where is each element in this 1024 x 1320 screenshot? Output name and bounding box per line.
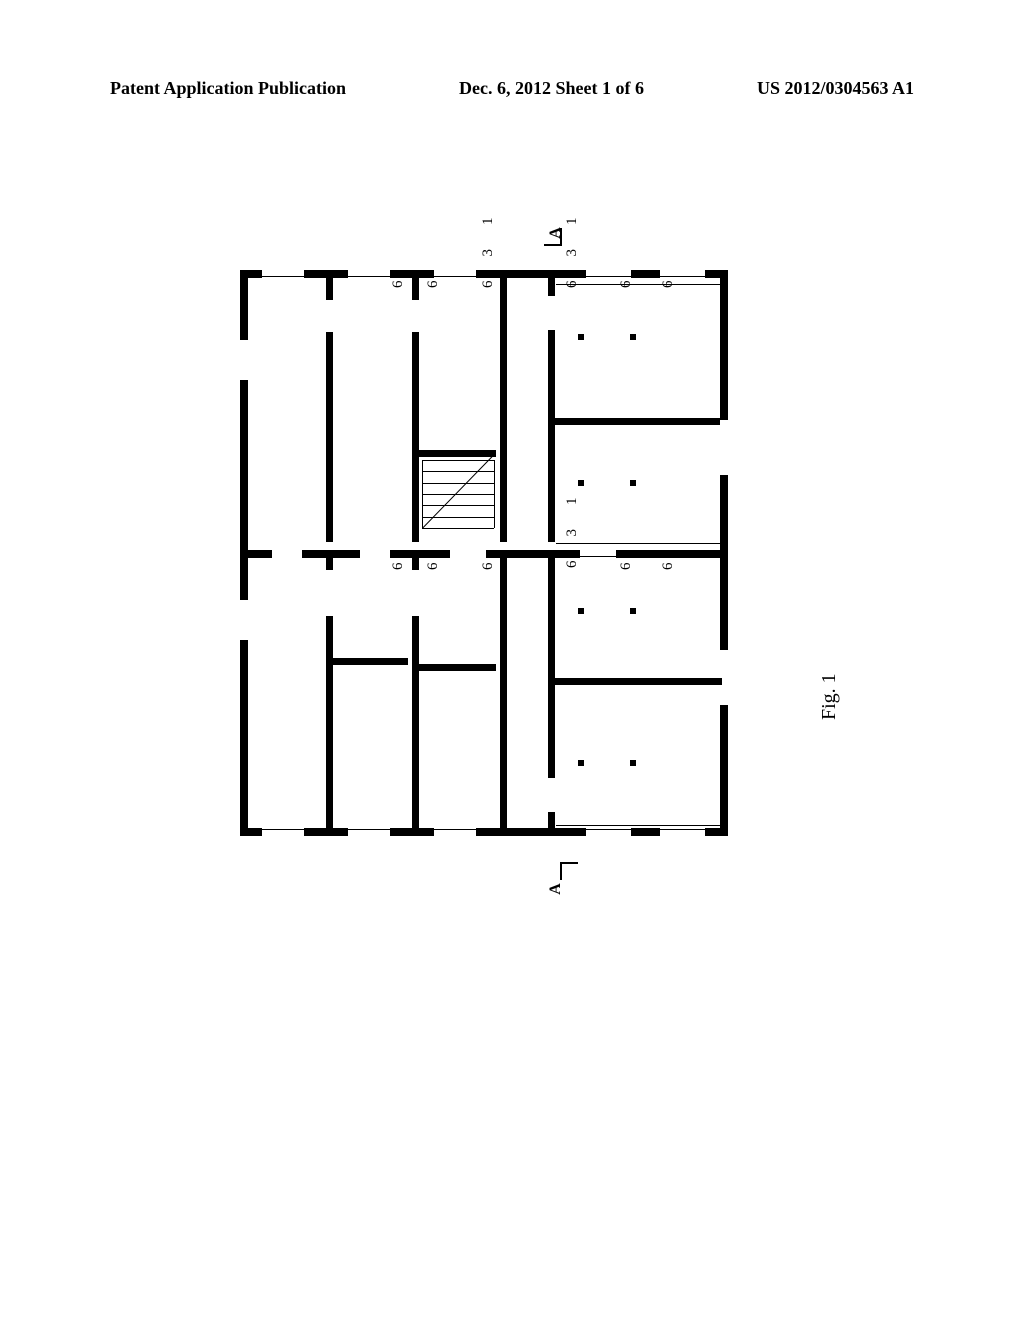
reference-callout: 6 [425,257,442,289]
reference-number: 6 [390,563,407,571]
reference-number: 1 [480,218,497,226]
reference-number: 6 [390,281,407,289]
figure-stage: A A 631631631666666666 Fig. 1 [0,0,1024,1320]
reference-number: 6 [425,281,442,289]
reference-callout: 6 [660,539,677,571]
reference-number: 3 [564,249,581,257]
reference-number: 6 [564,561,581,569]
reference-number: 6 [618,563,635,571]
reference-number: 6 [564,281,581,289]
reference-number: 6 [480,281,497,289]
reference-number: 6 [480,563,497,571]
page: Patent Application Publication Dec. 6, 2… [0,0,1024,1320]
reference-number: 1 [564,498,581,506]
reference-number: 3 [564,529,581,537]
reference-callout: 6 [425,539,442,571]
reference-number: 3 [480,249,497,257]
reference-number: 6 [425,563,442,571]
reference-callout: 6 [618,539,635,571]
reference-number: 6 [660,281,677,289]
reference-callout: 6 3 1 [480,194,497,289]
callouts: 6 3 1 6 3 1 6 3 1 6 6 6 6 6 6 6 6 6 [0,0,1024,1320]
reference-callout: 6 [390,539,407,571]
reference-number: 1 [564,218,581,226]
figure-caption: Fig. 1 [818,673,841,720]
reference-callout: 6 [390,257,407,289]
reference-number: 6 [660,563,677,571]
reference-callout: 6 3 1 [564,194,581,289]
reference-number: 6 [618,281,635,289]
reference-callout: 6 [660,257,677,289]
reference-callout: 6 [480,539,497,571]
reference-callout: 6 [618,257,635,289]
reference-callout: 6 3 1 [564,474,581,569]
